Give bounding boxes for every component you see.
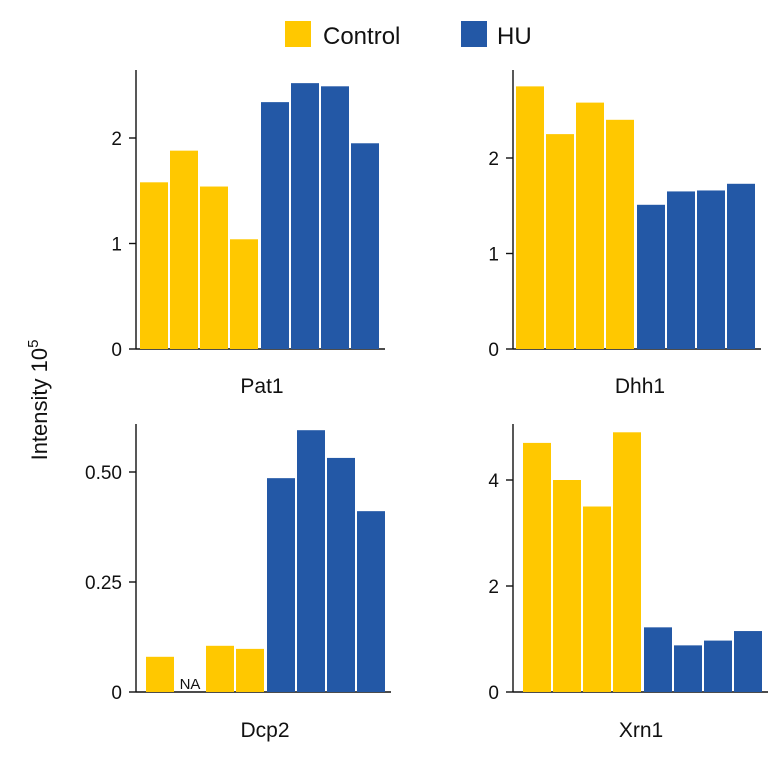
legend-swatch-control [285,21,311,47]
y-tick-label: 0 [111,340,122,361]
y-tick-label: 1 [111,235,122,256]
y-axis-label-exponent: 5 [25,340,42,348]
bar-hu-4 [727,183,755,349]
bar-hu-2 [667,191,695,349]
y-tick-label: 4 [488,471,499,492]
bar-hu-3 [327,457,355,692]
bar-control-4 [606,119,634,349]
y-tick-label: 0 [488,340,499,361]
bar-hu-1 [261,102,289,349]
panel-title: Pat1 [240,375,283,398]
y-tick-label: 0 [111,683,122,704]
legend-label-control: Control [323,23,400,50]
bar-hu-3 [697,190,725,349]
bar-control-4 [613,432,641,692]
bar-control-3 [583,506,611,692]
bar-hu-1 [267,478,295,692]
panel-title: Dhh1 [615,375,665,398]
y-tick-label: 1 [488,245,499,266]
legend: Control HU [285,21,532,50]
bar-hu-1 [644,627,672,692]
bar-control-2 [170,150,198,349]
na-annotation: NA [180,676,201,693]
bar-control-1 [146,656,174,692]
panels: 0 1 2 Pat1 0 1 2 Dhh1 0 0.25 0.50 NA Dcp2 0 2 4 Xrn1 [85,70,768,742]
y-tick-label: 2 [488,149,499,170]
y-tick-label: 0.25 [85,573,122,594]
panel-dhh1: 0 1 2 Dhh1 [488,70,761,398]
panel-title: Xrn1 [619,719,663,742]
bar-hu-4 [351,143,379,349]
bar-control-2 [546,134,574,349]
y-axis-label-text: Intensity 10 [27,348,52,461]
bar-hu-2 [291,83,319,349]
bar-control-3 [576,102,604,349]
legend-label-hu: HU [497,23,532,50]
panel-dcp2: 0 0.25 0.50 NA Dcp2 [85,424,391,742]
panel-title: Dcp2 [240,719,289,742]
y-tick-label: 0.50 [85,463,122,484]
bar-hu-2 [674,645,702,692]
bar-control-3 [206,645,234,692]
bar-hu-4 [734,631,762,692]
bar-hu-2 [297,430,325,692]
panel-pat1: 0 1 2 Pat1 [111,70,385,398]
bar-control-1 [140,182,168,349]
y-axis-label: Intensity 105 [25,340,52,461]
y-tick-label: 0 [488,683,499,704]
bar-control-4 [236,648,264,692]
bar-hu-3 [704,640,732,692]
legend-swatch-hu [461,21,487,47]
bar-control-1 [516,86,544,349]
bar-hu-1 [637,204,665,349]
y-tick-label: 2 [488,577,499,598]
bar-control-4 [230,239,258,349]
bar-hu-4 [357,511,385,692]
bar-control-2 [553,480,581,692]
panel-xrn1: 0 2 4 Xrn1 [488,424,768,742]
bar-control-1 [523,442,551,692]
bar-control-3 [200,186,228,349]
y-tick-label: 2 [111,129,122,150]
bar-hu-3 [321,86,349,350]
